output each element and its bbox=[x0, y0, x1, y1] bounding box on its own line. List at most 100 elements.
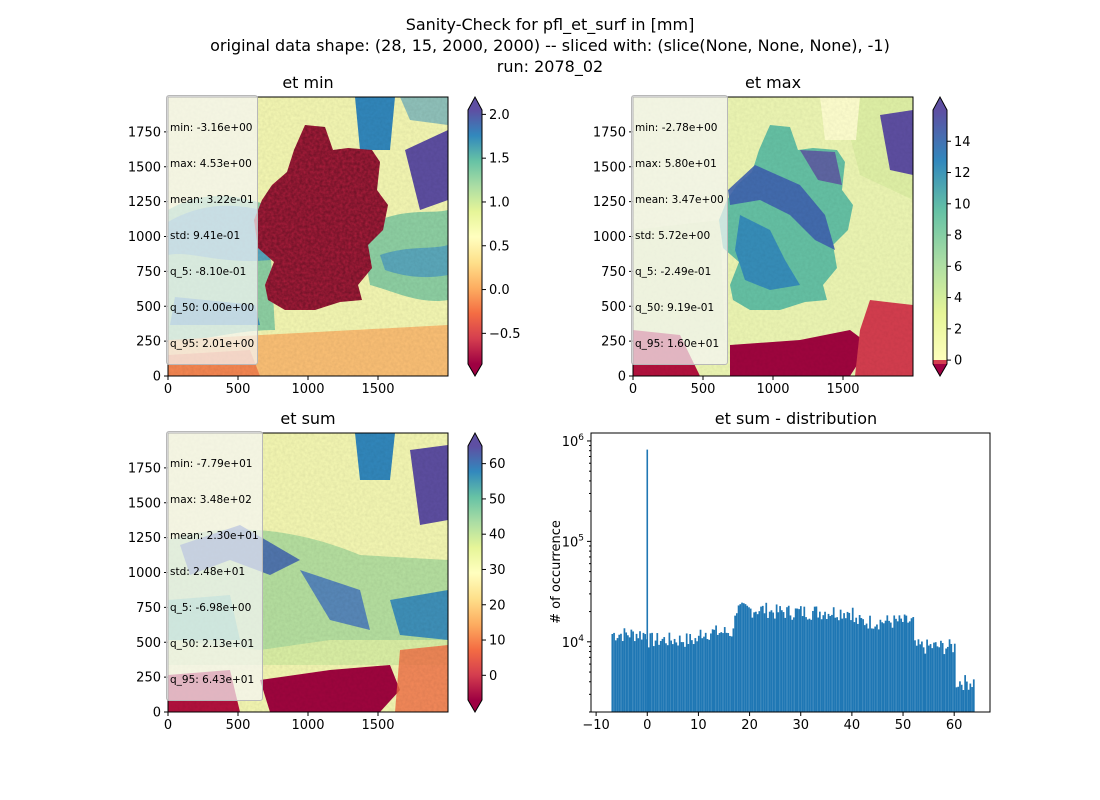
histogram-bar bbox=[851, 607, 854, 712]
histogram-bar bbox=[691, 640, 693, 712]
histogram-bar bbox=[761, 605, 764, 712]
histogram-bar bbox=[665, 643, 667, 712]
histogram-bar bbox=[794, 608, 797, 712]
histogram-bar bbox=[841, 618, 844, 712]
x-tick-label: 20 bbox=[741, 718, 758, 733]
histogram-bar bbox=[746, 605, 749, 712]
x-tick-label: 500 bbox=[226, 718, 251, 733]
histogram-bar bbox=[644, 634, 647, 712]
histogram-bar bbox=[812, 610, 814, 712]
y-tick-label: 1500 bbox=[128, 160, 161, 175]
histogram-bar bbox=[857, 623, 859, 712]
histogram-bar bbox=[907, 622, 909, 712]
histogram-bar bbox=[927, 645, 930, 712]
stat-q95: 1.60e+01 bbox=[667, 338, 720, 350]
histogram-bar bbox=[732, 628, 735, 712]
y-tick-label: 250 bbox=[136, 671, 161, 686]
histogram-bar bbox=[843, 613, 845, 712]
histogram-bar bbox=[616, 638, 619, 712]
histogram-bar bbox=[810, 619, 813, 712]
x-tick-label: 1500 bbox=[826, 382, 859, 397]
histogram-bar bbox=[952, 652, 954, 712]
panel-et-sum-distribution: et sum - distribution # of occurrence −1… bbox=[549, 409, 991, 733]
y-tick-label: 500 bbox=[136, 300, 161, 315]
histogram-bar bbox=[656, 633, 659, 712]
colorbar-tick-label: 0.0 bbox=[489, 283, 510, 298]
y-tick-label: 500 bbox=[136, 636, 161, 651]
histogram-bar bbox=[848, 612, 851, 712]
x-tick-label: 50 bbox=[895, 718, 912, 733]
histogram-bar bbox=[755, 611, 757, 712]
colorbar-tick-label: 10 bbox=[954, 197, 971, 212]
histogram-bar bbox=[924, 653, 927, 712]
histogram-bar bbox=[666, 645, 669, 712]
y-tick-label: 0 bbox=[153, 370, 161, 385]
axis-ticks: 0 500 1000 1500 0 250 500 750 1000 1250 1500 1750 bbox=[128, 461, 395, 733]
histogram-bar bbox=[803, 606, 806, 712]
y-tick-label: 1000 bbox=[593, 230, 626, 245]
histogram-bar bbox=[929, 644, 932, 712]
stat-q50: 2.13e+01 bbox=[202, 638, 255, 650]
histogram-bar bbox=[888, 620, 890, 712]
histogram-bar bbox=[969, 683, 972, 712]
histogram-bar bbox=[844, 618, 847, 712]
stat-q5: -2.49e-01 bbox=[660, 266, 712, 278]
histogram-bar bbox=[654, 640, 657, 712]
colorbar-tick-label: 0.5 bbox=[489, 239, 510, 254]
histogram-bar bbox=[748, 607, 750, 712]
histogram-bar bbox=[789, 615, 792, 712]
y-tick-label: 750 bbox=[601, 265, 626, 280]
histogram-bar bbox=[884, 620, 887, 712]
histogram-bar bbox=[689, 634, 692, 712]
stat-std: 2.48e+01 bbox=[193, 566, 246, 578]
histogram-bar bbox=[922, 647, 925, 712]
histogram-bar bbox=[941, 643, 944, 712]
histogram-bar bbox=[699, 629, 702, 712]
histogram-bar bbox=[895, 618, 897, 712]
histogram-bar bbox=[881, 622, 883, 712]
histogram-bar bbox=[953, 643, 956, 712]
colorbar: 0 2 4 6 8 10 12 14 bbox=[932, 95, 971, 377]
histogram-bar bbox=[765, 602, 768, 712]
histogram-bar bbox=[946, 646, 949, 712]
histogram-bar bbox=[836, 617, 839, 712]
histogram-bar bbox=[713, 629, 716, 712]
histogram-bar bbox=[668, 632, 671, 712]
histogram-bar bbox=[697, 635, 700, 712]
histogram-bar bbox=[908, 621, 911, 712]
panel-title: et max bbox=[745, 73, 801, 92]
histogram-bar bbox=[938, 647, 941, 712]
histogram-bar bbox=[718, 633, 721, 712]
colorbar-tick-label: 40 bbox=[489, 528, 506, 543]
histogram-bar bbox=[850, 620, 852, 712]
histogram-bar bbox=[687, 643, 690, 712]
histogram-bar bbox=[730, 636, 733, 712]
y-tick-label: 1000 bbox=[128, 566, 161, 581]
histogram-bar bbox=[966, 681, 968, 712]
axes-frame bbox=[590, 432, 991, 713]
histogram-bar bbox=[798, 609, 800, 712]
panel-title: et sum bbox=[280, 409, 335, 428]
histogram-bar bbox=[751, 617, 754, 712]
histogram-bar bbox=[799, 606, 802, 712]
y-tick-label: 104 bbox=[562, 634, 585, 651]
histogram-bar bbox=[862, 619, 864, 712]
stat-q5: -6.98e+00 bbox=[195, 602, 252, 614]
histogram-bar bbox=[872, 628, 875, 712]
histogram-bar bbox=[829, 616, 832, 712]
histogram-bars bbox=[611, 449, 975, 712]
histogram-bar bbox=[716, 634, 719, 712]
histogram-bar bbox=[760, 606, 762, 712]
colorbar-tick-label: 1.0 bbox=[489, 195, 510, 210]
histogram-bar bbox=[825, 619, 828, 712]
stat-min: -3.16e+00 bbox=[196, 122, 253, 134]
histogram-bar bbox=[630, 629, 633, 712]
histogram-bar bbox=[950, 643, 953, 712]
stat-q50: 0.00e+00 bbox=[202, 302, 255, 314]
histogram-bar bbox=[661, 638, 664, 712]
y-tick-label: 1750 bbox=[128, 461, 161, 476]
y-tick-label: 0 bbox=[618, 370, 626, 385]
histogram-bar bbox=[696, 641, 698, 712]
histogram-bar bbox=[734, 615, 736, 712]
